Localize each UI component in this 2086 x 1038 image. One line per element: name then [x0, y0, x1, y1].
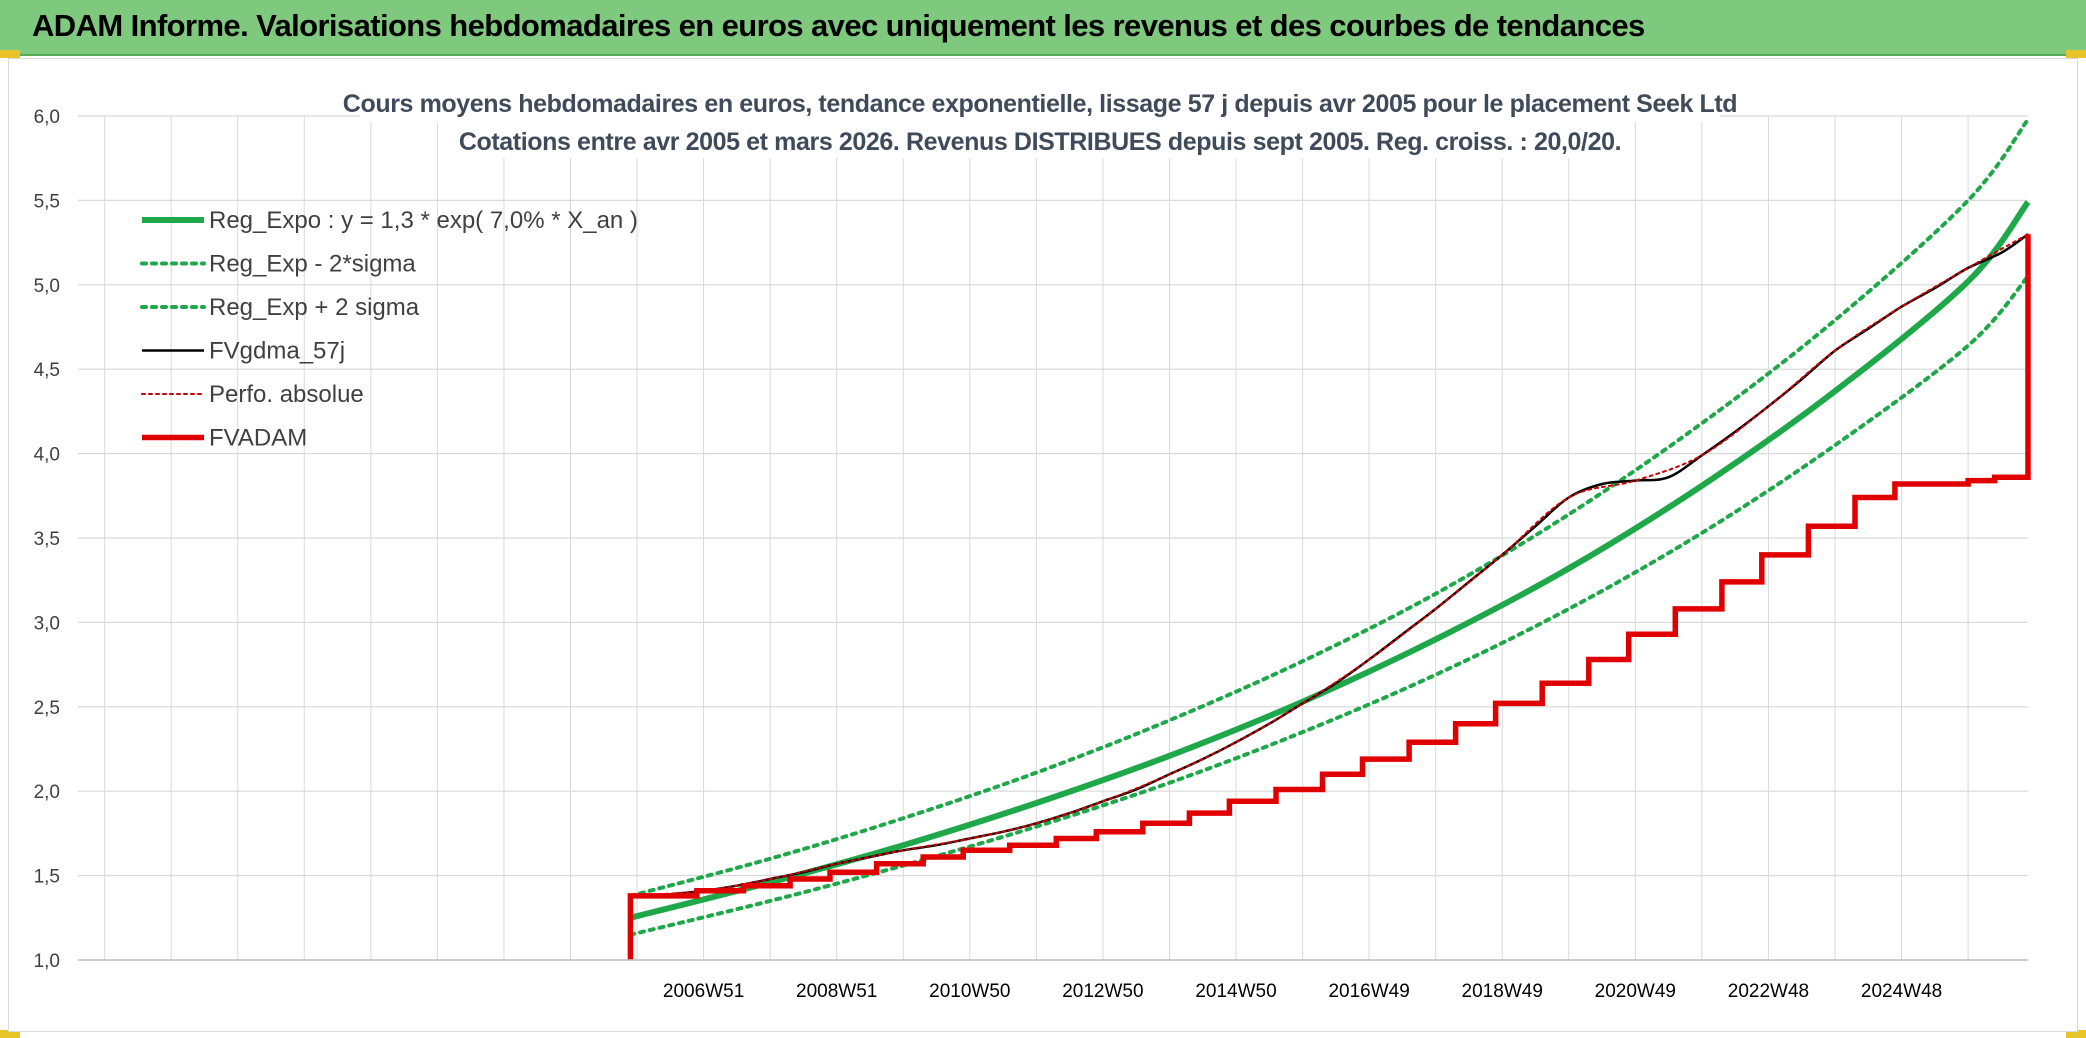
corner-mark-left: [0, 50, 20, 58]
chart-title: Cours moyens hebdomadaires en euros, ten…: [343, 90, 1737, 118]
y-tick-label: 3,0: [34, 613, 60, 634]
corner-mark-right: [2066, 50, 2086, 58]
legend-label-4: Perfo. absolue: [209, 381, 364, 408]
axes: 1,0 1,5 2,0 2,5 3,0 3,5 4,0 4,5 5,0 5,5 6,0 2006W51…: [34, 107, 2028, 1002]
grid: [78, 115, 2028, 961]
legend-label-2: Reg_Exp + 2 sigma: [209, 294, 420, 321]
x-tick-label: 2012W50: [1062, 981, 1143, 1002]
y-tick-label: 1,5: [34, 867, 60, 888]
x-tick-label: 2016W49: [1328, 981, 1409, 1002]
y-tick-label: 5,5: [34, 191, 60, 212]
legend: Reg_Expo : y = 1,3 * exp( 7,0% * X_an ) R…: [140, 207, 638, 452]
banner: ADAM Informe. Valorisations hebdomadaire…: [0, 0, 2086, 56]
y-tick-label: 3,5: [34, 529, 60, 550]
x-tick-label: 2006W51: [663, 981, 744, 1002]
x-tick-label: 2008W51: [796, 981, 877, 1002]
y-tick-label: 5,0: [34, 276, 60, 297]
chart-subtitle: Cotations entre avr 2005 et mars 2026. R…: [459, 128, 1621, 156]
x-tick-label: 2024W48: [1861, 981, 1942, 1002]
legend-label-5: FVADAM: [209, 425, 307, 452]
series-line-5: [627, 234, 2031, 960]
series-line-0: [629, 200, 2031, 921]
plot-area-border: [8, 58, 2078, 1032]
y-tick-label: 2,0: [34, 782, 60, 803]
series-line-2: [628, 117, 2030, 898]
legend-label-0: Reg_Expo : y = 1,3 * exp( 7,0% * X_an ): [209, 207, 638, 234]
y-tick-label: 1,0: [34, 951, 60, 972]
y-tick-label: 2,5: [34, 698, 60, 719]
title-background: [360, 86, 1720, 122]
x-tick-label: 2020W49: [1595, 981, 1676, 1002]
y-tick-label: 4,5: [34, 360, 60, 381]
series-line-1: [628, 274, 2030, 937]
corner-mark-bottom-left: [0, 1030, 20, 1038]
y-tick-label: 6,0: [34, 107, 60, 128]
subtitle-background: [470, 122, 1610, 158]
corner-mark-bottom-right: [2066, 1030, 2086, 1038]
legend-label-3: FVgdma_57j: [209, 338, 345, 365]
x-tick-label: 2010W50: [929, 981, 1010, 1002]
x-tick-label: 2022W48: [1728, 981, 1809, 1002]
x-tick-label: 2018W49: [1462, 981, 1543, 1002]
series-layer: [627, 117, 2031, 960]
y-tick-label: 4,0: [34, 445, 60, 466]
banner-title: ADAM Informe. Valorisations hebdomadaire…: [32, 8, 1645, 43]
x-tick-label: 2014W50: [1195, 981, 1276, 1002]
legend-label-1: Reg_Exp - 2*sigma: [209, 251, 416, 278]
